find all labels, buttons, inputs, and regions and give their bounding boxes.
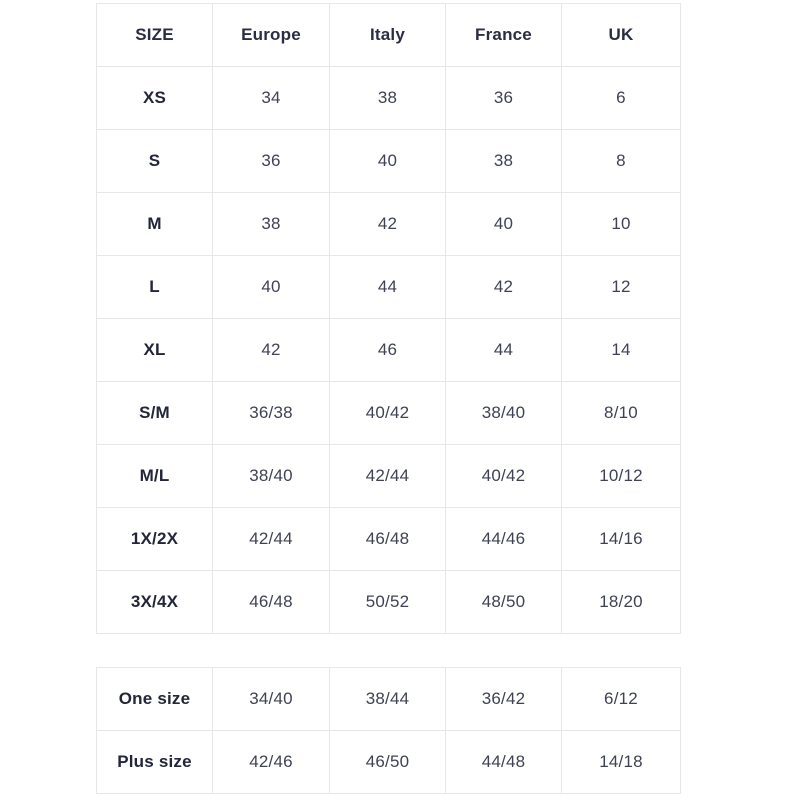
table-body: One size 34/40 38/44 36/42 6/12 Plus siz…	[96, 667, 681, 794]
cell-size: 3X/4X	[96, 570, 213, 634]
cell-italy: 38/44	[329, 667, 446, 731]
cell-france: 48/50	[445, 570, 562, 634]
cell-uk: 10/12	[561, 444, 681, 508]
cell-europe: 36/38	[212, 381, 330, 445]
cell-france: 36	[445, 66, 562, 130]
table-header: SIZE Europe Italy France UK	[96, 3, 681, 67]
cell-uk: 10	[561, 192, 681, 256]
table-row: XL 42 46 44 14	[96, 318, 681, 382]
cell-europe: 36	[212, 129, 330, 193]
cell-uk: 6	[561, 66, 681, 130]
cell-europe: 38	[212, 192, 330, 256]
cell-europe: 34	[212, 66, 330, 130]
cell-size: M/L	[96, 444, 213, 508]
column-header-france: France	[445, 3, 562, 67]
cell-europe: 42	[212, 318, 330, 382]
cell-italy: 50/52	[329, 570, 446, 634]
column-header-uk: UK	[561, 3, 681, 67]
cell-italy: 40/42	[329, 381, 446, 445]
table-row: 1X/2X 42/44 46/48 44/46 14/16	[96, 507, 681, 571]
cell-italy: 46	[329, 318, 446, 382]
cell-size: Plus size	[96, 730, 213, 794]
cell-uk: 6/12	[561, 667, 681, 731]
cell-france: 38/40	[445, 381, 562, 445]
cell-france: 44	[445, 318, 562, 382]
cell-uk: 12	[561, 255, 681, 319]
cell-france: 40	[445, 192, 562, 256]
cell-italy: 42	[329, 192, 446, 256]
cell-france: 44/48	[445, 730, 562, 794]
cell-italy: 42/44	[329, 444, 446, 508]
cell-italy: 40	[329, 129, 446, 193]
cell-italy: 44	[329, 255, 446, 319]
cell-france: 36/42	[445, 667, 562, 731]
cell-uk: 18/20	[561, 570, 681, 634]
cell-europe: 40	[212, 255, 330, 319]
cell-uk: 8	[561, 129, 681, 193]
cell-europe: 46/48	[212, 570, 330, 634]
column-header-italy: Italy	[329, 3, 446, 67]
cell-size: L	[96, 255, 213, 319]
cell-italy: 46/50	[329, 730, 446, 794]
cell-size: XL	[96, 318, 213, 382]
cell-europe: 42/44	[212, 507, 330, 571]
cell-size: XS	[96, 66, 213, 130]
cell-europe: 42/46	[212, 730, 330, 794]
cell-europe: 34/40	[212, 667, 330, 731]
cell-france: 42	[445, 255, 562, 319]
table-row: S/M 36/38 40/42 38/40 8/10	[96, 381, 681, 445]
table-row: 3X/4X 46/48 50/52 48/50 18/20	[96, 570, 681, 634]
table-body: XS 34 38 36 6 S 36 40 38 8 M 38 42 40 10	[96, 66, 681, 634]
cell-size: 1X/2X	[96, 507, 213, 571]
cell-size: S	[96, 129, 213, 193]
cell-france: 40/42	[445, 444, 562, 508]
cell-uk: 14/16	[561, 507, 681, 571]
cell-size: S/M	[96, 381, 213, 445]
cell-italy: 46/48	[329, 507, 446, 571]
table-row: M 38 42 40 10	[96, 192, 681, 256]
cell-uk: 14	[561, 318, 681, 382]
size-conversion-table: SIZE Europe Italy France UK XS 34 38 36 …	[96, 3, 681, 634]
table-row: Plus size 42/46 46/50 44/48 14/18	[96, 730, 681, 794]
cell-size: M	[96, 192, 213, 256]
cell-italy: 38	[329, 66, 446, 130]
table-row: S 36 40 38 8	[96, 129, 681, 193]
column-header-europe: Europe	[212, 3, 330, 67]
cell-uk: 14/18	[561, 730, 681, 794]
table-row: One size 34/40 38/44 36/42 6/12	[96, 667, 681, 731]
column-header-size: SIZE	[96, 3, 213, 67]
cell-france: 44/46	[445, 507, 562, 571]
cell-europe: 38/40	[212, 444, 330, 508]
table-row: L 40 44 42 12	[96, 255, 681, 319]
cell-size: One size	[96, 667, 213, 731]
one-size-plus-size-table: One size 34/40 38/44 36/42 6/12 Plus siz…	[96, 667, 681, 794]
table-row: M/L 38/40 42/44 40/42 10/12	[96, 444, 681, 508]
cell-france: 38	[445, 129, 562, 193]
cell-uk: 8/10	[561, 381, 681, 445]
table-row: XS 34 38 36 6	[96, 66, 681, 130]
table-header-row: SIZE Europe Italy France UK	[96, 3, 681, 67]
